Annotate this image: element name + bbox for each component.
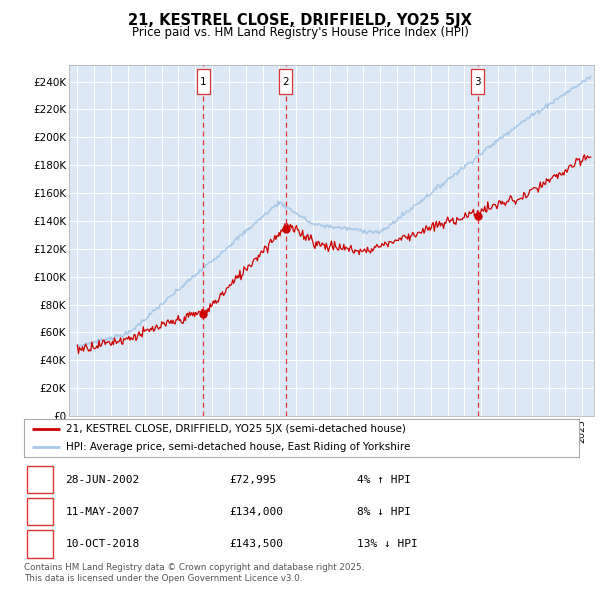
FancyBboxPatch shape [471, 69, 484, 94]
FancyBboxPatch shape [27, 466, 53, 493]
Text: 2: 2 [282, 77, 289, 87]
Text: 2: 2 [37, 507, 44, 517]
FancyBboxPatch shape [27, 498, 53, 526]
Text: 4% ↑ HPI: 4% ↑ HPI [357, 475, 411, 485]
Text: 21, KESTREL CLOSE, DRIFFIELD, YO25 5JX: 21, KESTREL CLOSE, DRIFFIELD, YO25 5JX [128, 13, 472, 28]
Text: 1: 1 [200, 77, 207, 87]
Text: 11-MAY-2007: 11-MAY-2007 [65, 507, 140, 517]
Text: 10-OCT-2018: 10-OCT-2018 [65, 539, 140, 549]
Text: 1: 1 [37, 475, 44, 485]
Text: £143,500: £143,500 [229, 539, 283, 549]
Text: 28-JUN-2002: 28-JUN-2002 [65, 475, 140, 485]
Text: 3: 3 [37, 539, 44, 549]
Text: £134,000: £134,000 [229, 507, 283, 517]
Text: £72,995: £72,995 [229, 475, 277, 485]
Text: 3: 3 [474, 77, 481, 87]
FancyBboxPatch shape [279, 69, 292, 94]
Text: 13% ↓ HPI: 13% ↓ HPI [357, 539, 418, 549]
FancyBboxPatch shape [197, 69, 210, 94]
Text: Contains HM Land Registry data © Crown copyright and database right 2025.
This d: Contains HM Land Registry data © Crown c… [24, 563, 364, 583]
Text: HPI: Average price, semi-detached house, East Riding of Yorkshire: HPI: Average price, semi-detached house,… [65, 442, 410, 452]
Text: Price paid vs. HM Land Registry's House Price Index (HPI): Price paid vs. HM Land Registry's House … [131, 26, 469, 39]
FancyBboxPatch shape [27, 530, 53, 558]
Text: 8% ↓ HPI: 8% ↓ HPI [357, 507, 411, 517]
Text: 21, KESTREL CLOSE, DRIFFIELD, YO25 5JX (semi-detached house): 21, KESTREL CLOSE, DRIFFIELD, YO25 5JX (… [65, 424, 406, 434]
